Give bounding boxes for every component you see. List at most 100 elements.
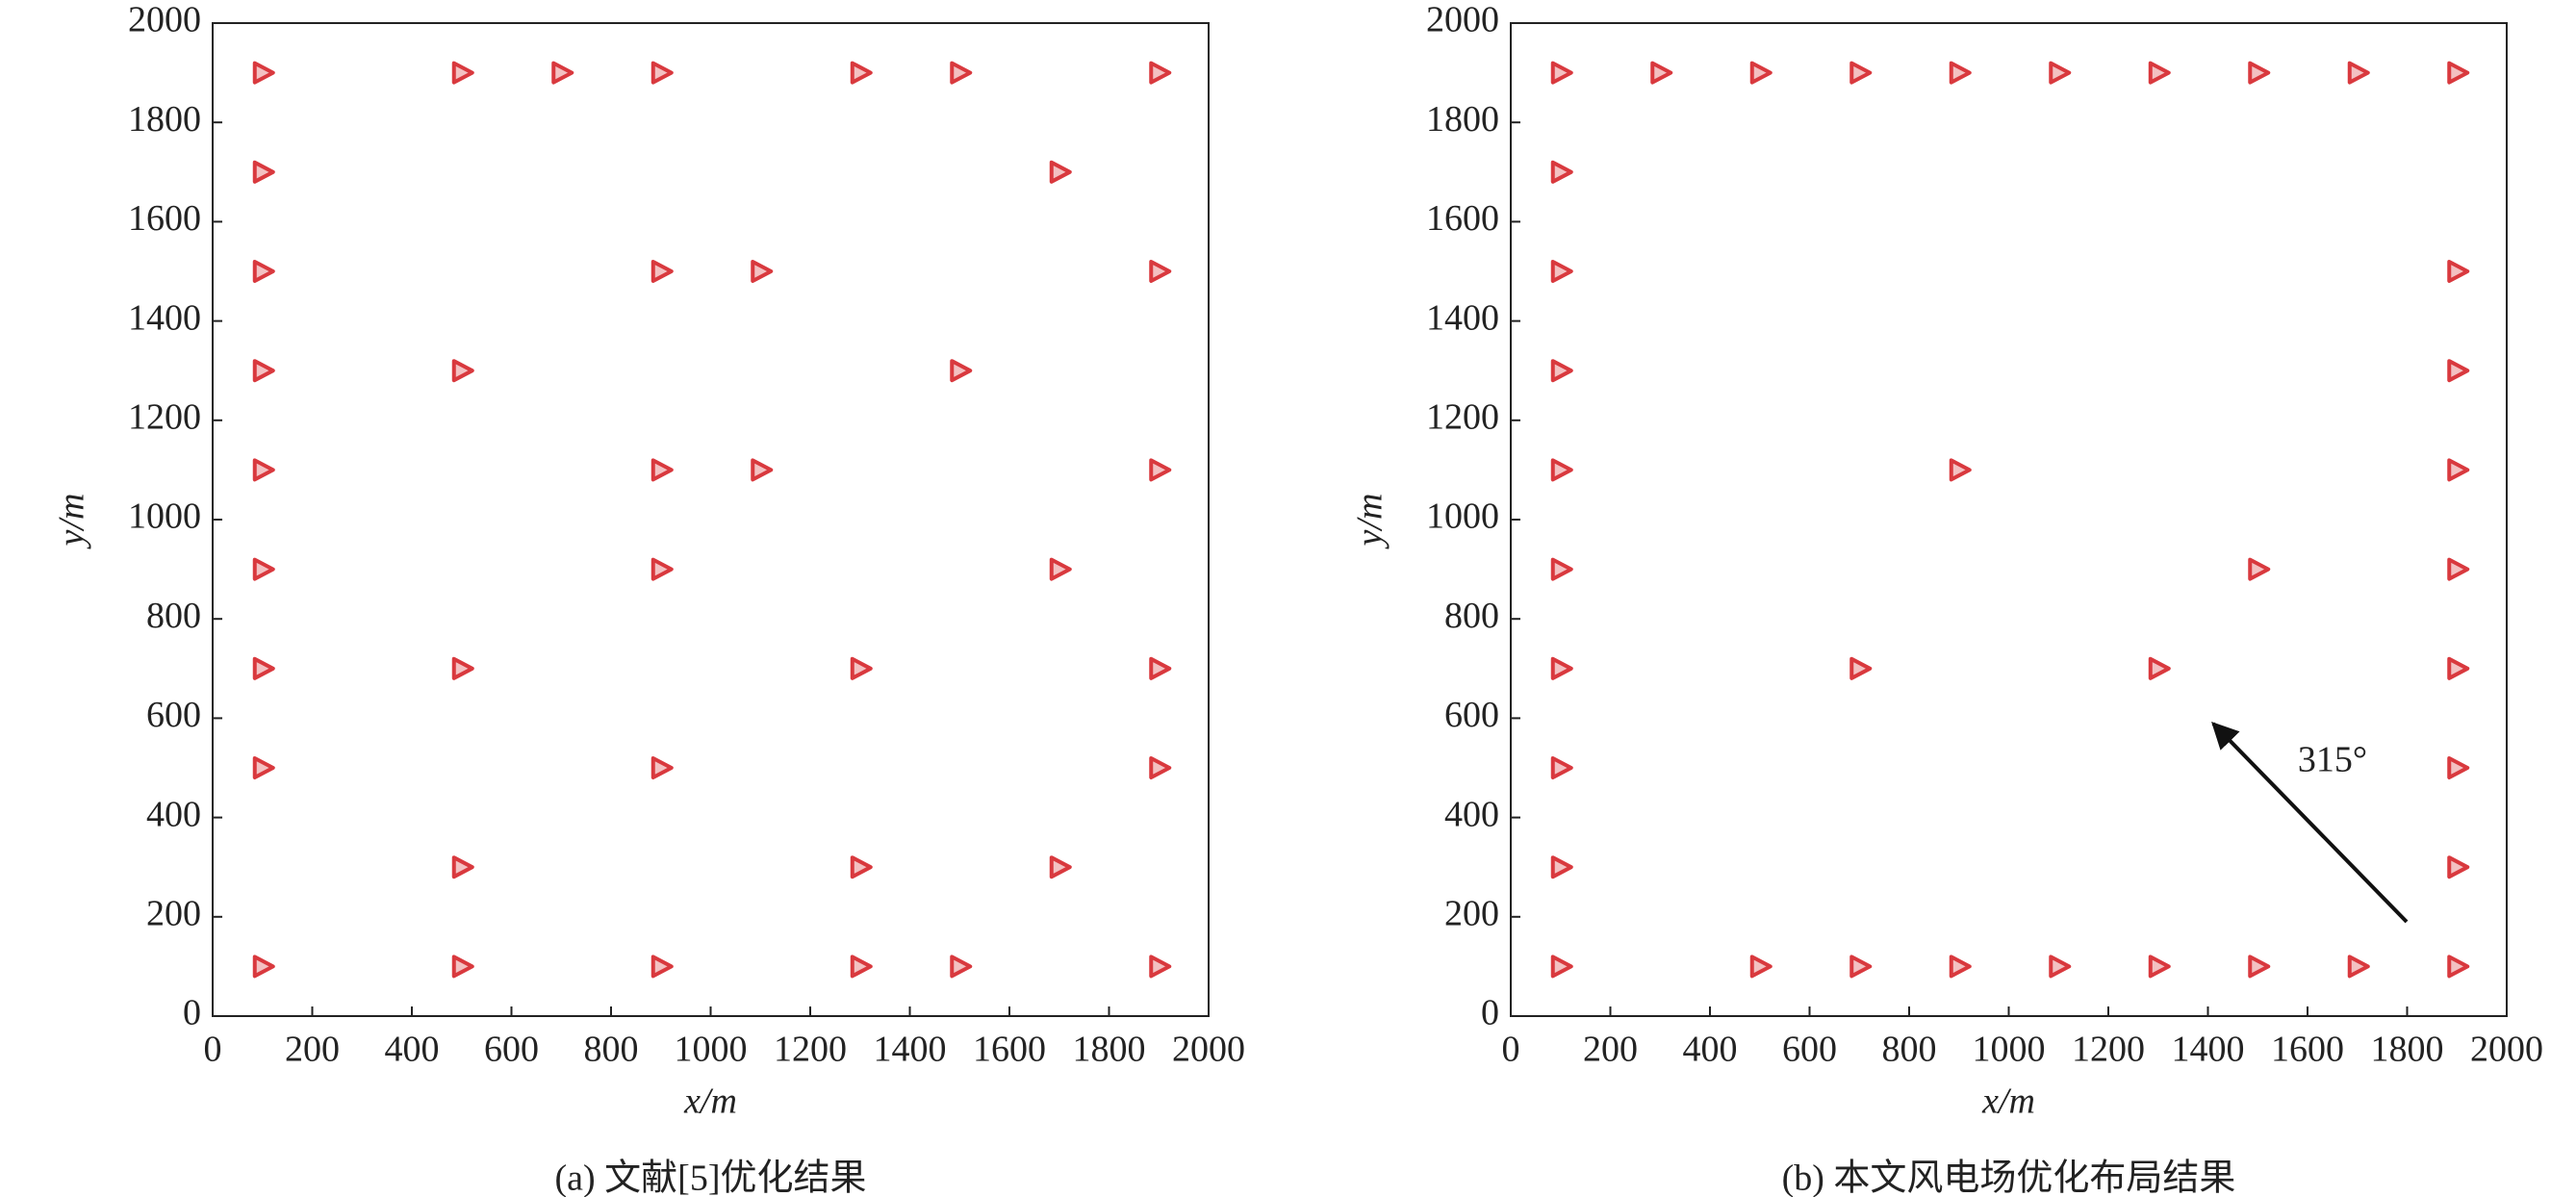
turbine-marker bbox=[2347, 955, 2370, 979]
turbine-marker bbox=[252, 458, 275, 482]
turbine-marker bbox=[2148, 61, 2171, 85]
x-tick-label: 0 bbox=[1502, 1030, 1520, 1070]
y-tick-label: 400 bbox=[1444, 794, 1499, 834]
turbine-marker bbox=[451, 359, 474, 383]
turbine-marker bbox=[650, 458, 674, 482]
x-tick-label: 1600 bbox=[2271, 1030, 2344, 1070]
turbine-marker bbox=[1149, 61, 1172, 85]
x-axis-label: x/m bbox=[683, 1082, 737, 1122]
x-tick-label: 1000 bbox=[675, 1030, 748, 1070]
turbine-marker bbox=[1550, 260, 1573, 283]
turbine-marker bbox=[850, 656, 873, 680]
turbine-marker bbox=[252, 160, 275, 184]
annotation: 315° bbox=[2298, 740, 2367, 780]
turbine-marker bbox=[2248, 955, 2271, 979]
turbine-marker bbox=[751, 458, 774, 482]
y-tick-label: 200 bbox=[146, 894, 201, 934]
turbine-marker bbox=[1149, 260, 1172, 283]
y-tick-label: 1000 bbox=[1426, 497, 1499, 537]
turbine-marker bbox=[1749, 955, 1773, 979]
x-tick-label: 1000 bbox=[1973, 1030, 2046, 1070]
y-tick-label: 1000 bbox=[128, 497, 201, 537]
turbine-marker bbox=[252, 756, 275, 779]
turbine-marker bbox=[1149, 756, 1172, 779]
turbine-marker bbox=[650, 260, 674, 283]
turbine-marker bbox=[551, 61, 574, 85]
y-tick-label: 1800 bbox=[1426, 99, 1499, 140]
turbine-marker bbox=[950, 359, 973, 383]
turbine-marker bbox=[2447, 557, 2470, 581]
turbine-marker bbox=[1949, 61, 1972, 85]
turbine-marker bbox=[2447, 260, 2470, 283]
plot-frame bbox=[1510, 22, 2508, 1017]
turbine-marker bbox=[2248, 557, 2271, 581]
y-tick-label: 1400 bbox=[1426, 297, 1499, 338]
x-tick-label: 2000 bbox=[1172, 1030, 1245, 1070]
turbine-marker bbox=[1849, 955, 1873, 979]
turbine-marker bbox=[1949, 458, 1972, 482]
y-tick-label: 2000 bbox=[1426, 0, 1499, 40]
turbine-marker bbox=[751, 260, 774, 283]
turbine-marker bbox=[2447, 458, 2470, 482]
turbine-marker bbox=[950, 955, 973, 979]
turbine-marker bbox=[252, 955, 275, 979]
y-tick-label: 800 bbox=[146, 596, 201, 636]
caption: (b) 本文风电场优化布局结果 bbox=[1782, 1159, 2236, 1197]
turbine-marker bbox=[1849, 656, 1873, 680]
turbine-marker bbox=[650, 756, 674, 779]
turbine-marker bbox=[252, 359, 275, 383]
y-axis-label: y/m bbox=[52, 494, 92, 550]
turbine-marker bbox=[2148, 656, 2171, 680]
turbine-marker bbox=[850, 61, 873, 85]
turbine-marker bbox=[252, 557, 275, 581]
turbine-marker bbox=[850, 955, 873, 979]
x-tick-label: 800 bbox=[584, 1030, 639, 1070]
x-tick-label: 400 bbox=[385, 1030, 440, 1070]
y-tick-label: 1400 bbox=[128, 297, 201, 338]
turbine-marker bbox=[1049, 855, 1072, 879]
x-tick-label: 600 bbox=[484, 1030, 539, 1070]
x-tick-label: 200 bbox=[1583, 1030, 1638, 1070]
y-tick-label: 2000 bbox=[128, 0, 201, 40]
turbine-marker bbox=[2049, 61, 2072, 85]
x-tick-label: 800 bbox=[1882, 1030, 1937, 1070]
turbine-marker bbox=[1049, 557, 1072, 581]
turbine-marker bbox=[2447, 756, 2470, 779]
x-tick-label: 400 bbox=[1683, 1030, 1738, 1070]
turbine-marker bbox=[2447, 656, 2470, 680]
caption: (a) 文献[5]优化结果 bbox=[555, 1159, 867, 1197]
turbine-marker bbox=[1749, 61, 1773, 85]
turbine-marker bbox=[650, 955, 674, 979]
y-tick-label: 1800 bbox=[128, 99, 201, 140]
y-tick-label: 1600 bbox=[1426, 198, 1499, 239]
x-tick-label: 1800 bbox=[1073, 1030, 1146, 1070]
turbine-marker bbox=[1550, 160, 1573, 184]
turbine-marker bbox=[2049, 955, 2072, 979]
turbine-marker bbox=[1550, 61, 1573, 85]
y-tick-label: 800 bbox=[1444, 596, 1499, 636]
turbine-marker bbox=[1849, 61, 1873, 85]
turbine-marker bbox=[2447, 955, 2470, 979]
turbine-marker bbox=[1550, 359, 1573, 383]
x-tick-label: 2000 bbox=[2470, 1030, 2543, 1070]
turbine-marker bbox=[1149, 458, 1172, 482]
turbine-marker bbox=[2148, 955, 2171, 979]
y-tick-label: 600 bbox=[146, 695, 201, 735]
turbine-marker bbox=[1550, 656, 1573, 680]
turbine-marker bbox=[2447, 61, 2470, 85]
wind-arrow bbox=[2211, 721, 2409, 924]
turbine-marker bbox=[1650, 61, 1673, 85]
x-tick-label: 200 bbox=[285, 1030, 340, 1070]
turbine-marker bbox=[2447, 855, 2470, 879]
x-tick-label: 1400 bbox=[2172, 1030, 2245, 1070]
turbine-marker bbox=[650, 557, 674, 581]
turbine-marker bbox=[1049, 160, 1072, 184]
y-axis-label: y/m bbox=[1350, 494, 1390, 550]
y-tick-label: 1200 bbox=[128, 397, 201, 438]
y-tick-label: 200 bbox=[1444, 894, 1499, 934]
turbine-marker bbox=[451, 61, 474, 85]
turbine-marker bbox=[1149, 656, 1172, 680]
y-tick-label: 600 bbox=[1444, 695, 1499, 735]
turbine-marker bbox=[1550, 756, 1573, 779]
turbine-marker bbox=[1949, 955, 1972, 979]
